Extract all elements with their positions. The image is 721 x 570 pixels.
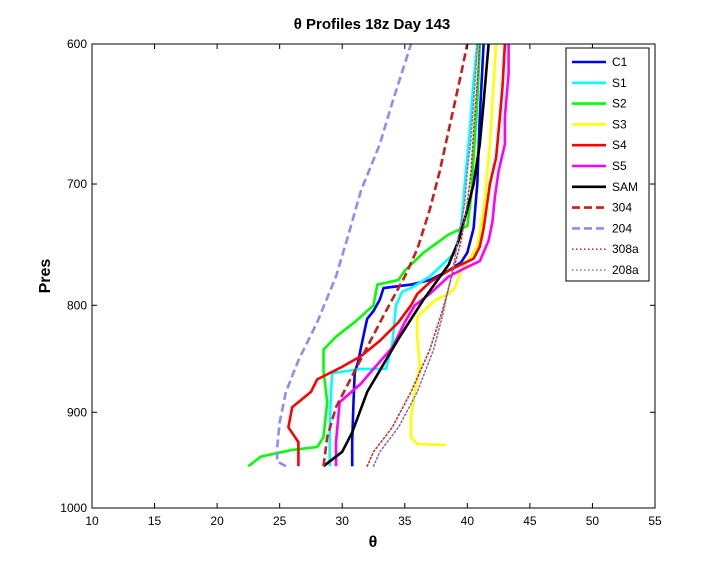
series-line-208a [372, 43, 479, 467]
chart-title: θ Profiles 18z Day 143 [294, 16, 451, 33]
legend-label-SAM: SAM [612, 180, 638, 194]
legend-label-S4: S4 [612, 138, 627, 152]
legend-label-208a: 208a [612, 263, 639, 277]
legend-label-204: 204 [612, 221, 632, 235]
y-tick-label: 600 [67, 37, 87, 51]
series-line-204 [275, 43, 413, 468]
y-tick-label: 700 [67, 177, 87, 191]
legend-box [565, 47, 650, 282]
x-tick-label: 15 [148, 514, 162, 528]
x-tick-label: 30 [336, 514, 350, 528]
series-line-S5 [334, 44, 510, 467]
x-tick-label: 50 [586, 514, 600, 528]
x-tick-label: 45 [523, 514, 537, 528]
legend-label-S3: S3 [612, 117, 627, 131]
legend-label-304: 304 [612, 201, 632, 215]
legend-label-308a: 308a [612, 242, 639, 256]
series-line-S2 [247, 43, 482, 468]
y-tick-label: 1000 [60, 501, 87, 515]
series-line-304 [322, 43, 469, 467]
series-line-308a [366, 43, 481, 467]
x-tick-label: 35 [398, 514, 412, 528]
plot-frame [91, 43, 656, 509]
x-axis: 10 15 20 25 30 35 40 45 50 55 [85, 44, 662, 528]
series-line-S1 [328, 43, 479, 467]
x-tick-label: 25 [273, 514, 287, 528]
y-axis-title: Pres [37, 259, 54, 294]
y-axis: 600 700 800 900 1000 [60, 37, 655, 515]
y-tick-label: 900 [67, 405, 87, 419]
y-tick-label: 800 [67, 298, 87, 312]
plot-area [92, 44, 655, 508]
x-tick-label: 20 [210, 514, 224, 528]
legend-label-S1: S1 [612, 76, 627, 90]
x-axis-title: θ [369, 534, 378, 551]
legend: C1 S1 S2 S3 S4 S5 SAM 304 204 308a 208a [565, 47, 650, 282]
series-line-S4 [287, 43, 507, 467]
series-line-S3 [409, 43, 498, 447]
x-tick-label: 40 [461, 514, 475, 528]
x-tick-label: 10 [85, 514, 99, 528]
legend-label-S2: S2 [612, 97, 627, 111]
legend-label-S5: S5 [612, 159, 627, 173]
legend-label-C1: C1 [612, 55, 628, 69]
series-line-SAM [322, 43, 490, 468]
x-tick-label: 55 [648, 514, 662, 528]
series-layer [247, 43, 510, 468]
